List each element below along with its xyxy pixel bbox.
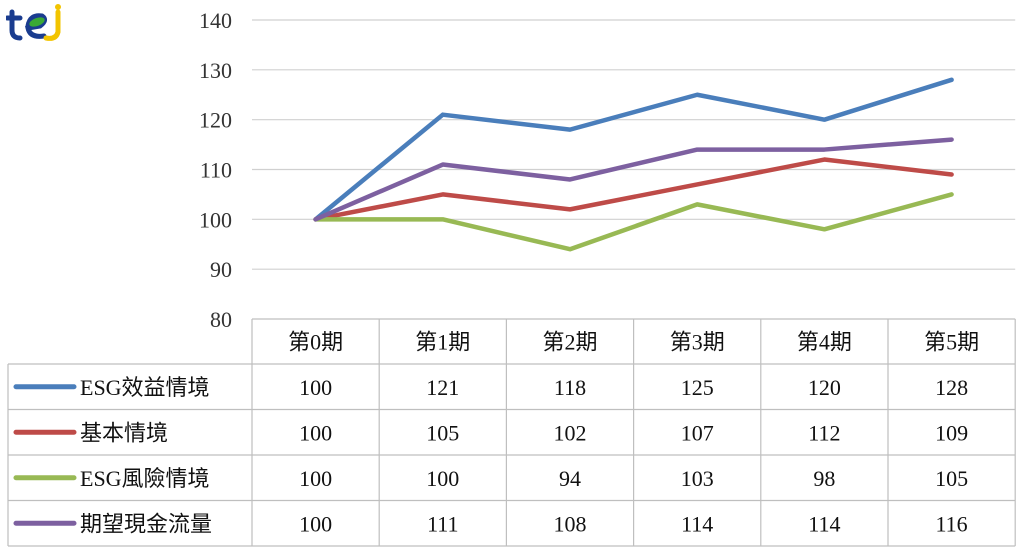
x-category-label: 第3期	[670, 330, 725, 355]
table-cell-value: 111	[427, 511, 458, 536]
table-cell-value: 128	[935, 375, 968, 400]
x-category-label: 第1期	[415, 330, 470, 355]
table-cell-value: 112	[808, 420, 840, 445]
table-cell-value: 105	[935, 466, 968, 491]
series-line	[313, 77, 954, 222]
table-cell-value: 100	[299, 466, 332, 491]
series-line	[313, 137, 954, 222]
y-tick-label: 110	[200, 158, 232, 183]
table-cell-value: 100	[299, 511, 332, 536]
x-category-label: 第5期	[924, 330, 979, 355]
table-cell-value: 114	[681, 511, 713, 536]
table-cell-value: 103	[681, 466, 714, 491]
y-tick-label: 120	[199, 108, 232, 133]
y-tick-label: 130	[199, 58, 232, 83]
table-cell-value: 125	[681, 375, 714, 400]
table-cell-value: 121	[426, 375, 459, 400]
y-tick-label: 90	[210, 257, 232, 282]
y-tick-label: 100	[199, 207, 232, 232]
table-cell-value: 120	[808, 375, 841, 400]
table-cell-value: 102	[554, 420, 587, 445]
y-tick-label: 140	[199, 8, 232, 33]
table-cell-value: 118	[554, 375, 586, 400]
table-cell-value: 105	[426, 420, 459, 445]
table-cell-value: 94	[559, 466, 581, 491]
data-table: 第0期 第1期 第2期 第3期 第4期 第5期 ESG效益情境 100 121 118 125 120…	[7, 318, 1016, 547]
x-category-label: 第0期	[288, 330, 343, 355]
y-axis-ticks: 80 90 100 110 120 130 140	[199, 8, 232, 332]
table-cell-value: 100	[426, 466, 459, 491]
x-category-label: 第4期	[797, 330, 852, 355]
series-lines	[313, 77, 954, 252]
y-tick-label: 80	[210, 307, 232, 332]
table-cell-value: 107	[681, 420, 714, 445]
series-line	[313, 157, 954, 222]
legend-series-name: ESG風險情境	[80, 466, 210, 491]
table-cell-value: 100	[299, 420, 332, 445]
tej-logo	[6, 4, 61, 41]
x-category-label: 第2期	[542, 330, 597, 355]
legend-series-name: 基本情境	[80, 420, 168, 445]
table-cell-value: 98	[813, 466, 835, 491]
table-cell-value: 100	[299, 375, 332, 400]
table-cell-value: 108	[554, 511, 587, 536]
legend-series-name: ESG效益情境	[80, 375, 210, 400]
series-line	[313, 192, 954, 252]
table-cell-value: 114	[808, 511, 840, 536]
table-cell-value: 109	[935, 420, 968, 445]
table-cell-value: 116	[936, 511, 968, 536]
legend-series-name: 期望現金流量	[80, 511, 212, 536]
